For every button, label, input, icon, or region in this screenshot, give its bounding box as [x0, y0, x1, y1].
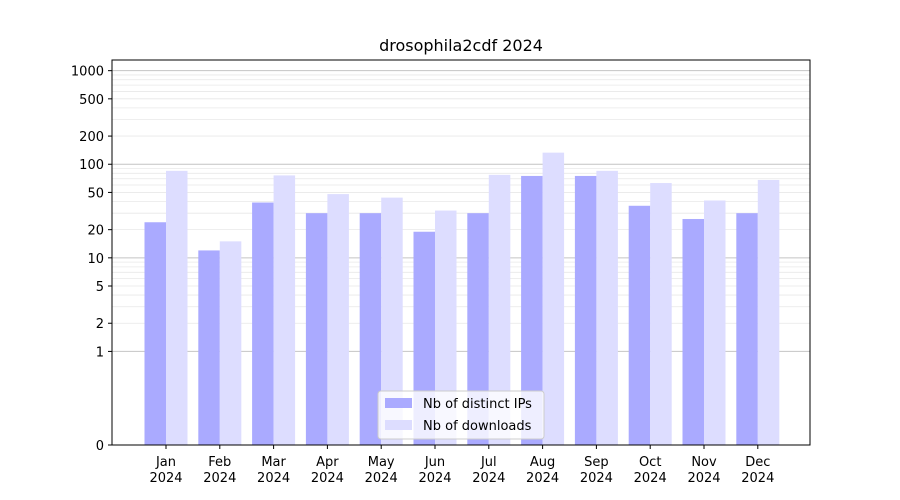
- x-tick-label-year: 2024: [580, 471, 613, 486]
- y-tick-label: 0: [96, 439, 104, 454]
- y-tick-label: 50: [87, 186, 104, 201]
- bar-distinct-ips: [252, 202, 274, 445]
- y-tick-label: 10: [87, 252, 104, 267]
- x-tick-label-month: Sep: [584, 455, 609, 470]
- x-tick-label-month: Nov: [691, 455, 717, 470]
- bar-distinct-ips: [305, 213, 328, 445]
- y-tick-label: 1: [96, 345, 104, 360]
- x-tick-label-month: May: [368, 455, 395, 470]
- bar-downloads: [327, 194, 349, 445]
- legend-label-downloads: Nb of downloads: [423, 419, 532, 434]
- x-tick-label-year: 2024: [634, 471, 667, 486]
- x-tick-label-year: 2024: [203, 471, 236, 486]
- bar-downloads: [381, 197, 403, 445]
- x-tick-label-month: Mar: [261, 455, 286, 470]
- x-tick-label-month: Jul: [480, 455, 497, 470]
- x-tick-label-year: 2024: [149, 471, 182, 486]
- y-tick-label: 20: [87, 224, 104, 239]
- legend-swatch-downloads: [385, 420, 412, 430]
- x-tick-label-year: 2024: [257, 471, 290, 486]
- x-tick-label-month: Feb: [208, 455, 231, 470]
- x-tick-label-year: 2024: [687, 471, 720, 486]
- y-tick-label: 1000: [71, 65, 104, 80]
- x-tick-label-month: Jan: [155, 455, 176, 470]
- x-tick-label-year: 2024: [472, 471, 505, 486]
- bar-distinct-ips: [628, 205, 651, 445]
- legend: Nb of distinct IPs Nb of downloads: [377, 390, 545, 440]
- y-axis: 0 1 2 5 10 20 50 100 200 500 1000: [71, 65, 112, 454]
- x-tick-label-year: 2024: [526, 471, 559, 486]
- bar-downloads: [704, 200, 726, 445]
- bar-downloads: [273, 175, 296, 445]
- x-tick-label-month: Jun: [424, 455, 445, 470]
- x-tick-label-year: 2024: [418, 471, 451, 486]
- x-axis: Jan2024Feb2024Mar2024Apr2024May2024Jun20…: [149, 445, 774, 486]
- plot-frame: [111, 59, 811, 446]
- bar-distinct-ips: [467, 213, 489, 445]
- bar-downloads: [757, 179, 780, 445]
- bars-layer: [144, 152, 780, 446]
- y-tick-label: 5: [96, 280, 104, 295]
- bar-downloads: [435, 210, 457, 445]
- bar-downloads: [488, 174, 511, 445]
- bar-distinct-ips: [521, 175, 543, 445]
- bar-distinct-ips: [198, 250, 220, 445]
- bar-downloads: [650, 183, 672, 446]
- x-tick-label-month: Oct: [639, 455, 661, 470]
- y-tick-label: 2: [96, 317, 104, 332]
- legend-box: [377, 390, 545, 440]
- x-tick-label-year: 2024: [741, 471, 774, 486]
- bar-distinct-ips: [682, 218, 704, 445]
- x-tick-label-month: Aug: [530, 455, 555, 470]
- x-tick-label-month: Dec: [745, 455, 770, 470]
- y-tick-label: 100: [79, 158, 104, 173]
- y-tick-label: 500: [79, 93, 104, 108]
- y-tick-label: 200: [79, 130, 104, 145]
- legend-swatch-distinct-ips: [385, 398, 412, 408]
- x-tick-label-year: 2024: [311, 471, 344, 486]
- bar-distinct-ips: [359, 213, 382, 445]
- chart-title: drosophila2cdf 2024: [379, 36, 543, 55]
- bar-distinct-ips: [144, 222, 166, 445]
- legend-label-distinct-ips: Nb of distinct IPs: [423, 397, 532, 412]
- bar-distinct-ips: [574, 175, 597, 445]
- bar-downloads: [596, 170, 618, 446]
- bar-downloads: [166, 170, 188, 446]
- bar-distinct-ips: [736, 213, 758, 445]
- bar-downloads: [542, 152, 565, 445]
- x-tick-label-month: Apr: [316, 455, 339, 470]
- bar-downloads: [219, 241, 242, 445]
- x-tick-label-year: 2024: [365, 471, 398, 486]
